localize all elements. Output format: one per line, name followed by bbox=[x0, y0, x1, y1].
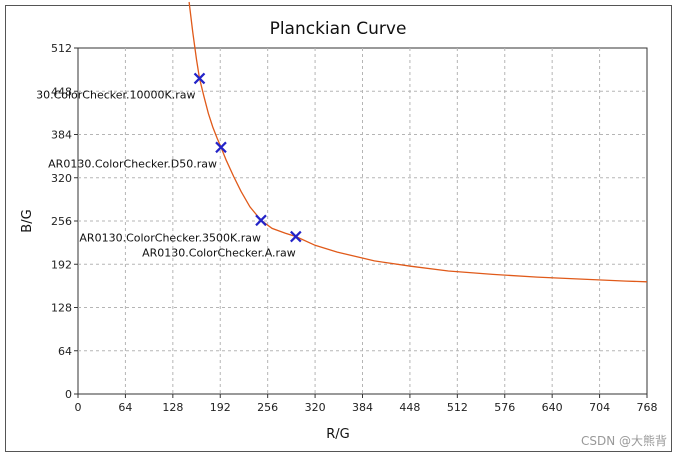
y-tick-label: 256 bbox=[51, 215, 72, 228]
y-tick-label: 512 bbox=[51, 42, 72, 55]
marker-stroke bbox=[215, 141, 227, 154]
data-point-label: 30.ColorChecker.10000K.raw bbox=[36, 88, 195, 101]
y-tick-label: 320 bbox=[51, 172, 72, 185]
chart-title: Planckian Curve bbox=[270, 19, 407, 39]
points-group: 30.ColorChecker.10000K.raw AR0130.ColorCh… bbox=[36, 72, 302, 260]
marker-stroke bbox=[290, 230, 302, 243]
x-tick-label: 64 bbox=[118, 401, 132, 414]
x-tick-label: 704 bbox=[589, 401, 610, 414]
x-tick-label: 448 bbox=[399, 401, 420, 414]
grid bbox=[78, 48, 647, 394]
y-axis-label: B/G bbox=[20, 209, 35, 232]
marker-stroke bbox=[193, 72, 206, 85]
data-point: AR0130.ColorChecker.D50.raw bbox=[48, 141, 227, 170]
x-tick-label: 128 bbox=[162, 401, 183, 414]
y-tick-label: 448 bbox=[51, 85, 72, 98]
chart-frame bbox=[5, 5, 672, 452]
marker-stroke bbox=[255, 214, 267, 227]
data-point-label: AR0130.ColorChecker.A.raw bbox=[142, 247, 296, 260]
y-tick-label: 0 bbox=[65, 388, 72, 401]
x-tick-label: 512 bbox=[447, 401, 468, 414]
y-tick-label: 192 bbox=[51, 258, 72, 271]
x-tick-label: 256 bbox=[257, 401, 278, 414]
data-point: AR0130.ColorChecker.A.raw bbox=[142, 230, 302, 260]
x-tick-label: 768 bbox=[637, 401, 658, 414]
x-tick-label: 320 bbox=[305, 401, 326, 414]
x-axis-label: R/G bbox=[326, 427, 350, 442]
watermark: CSDN @大熊背 bbox=[580, 434, 667, 448]
data-point: AR0130.ColorChecker.3500K.raw bbox=[79, 214, 267, 244]
x-tick-label: 0 bbox=[75, 401, 82, 414]
y-tick-label: 128 bbox=[51, 302, 72, 315]
x-tick-label: 576 bbox=[494, 401, 515, 414]
data-point: 30.ColorChecker.10000K.raw bbox=[36, 72, 206, 101]
data-point-label: AR0130.ColorChecker.3500K.raw bbox=[79, 231, 261, 244]
x-tick-label: 384 bbox=[352, 401, 373, 414]
x-tick-label: 640 bbox=[542, 401, 563, 414]
x-tick-label: 192 bbox=[210, 401, 231, 414]
x-axis-ticks: 0 64 128 192 256 320 384 448 512 576 640 704 768 bbox=[75, 394, 658, 414]
y-tick-label: 64 bbox=[58, 345, 72, 358]
data-point-label: AR0130.ColorChecker.D50.raw bbox=[48, 157, 217, 170]
y-axis-ticks: 0 64 128 192 256 320 384 448 512 bbox=[51, 42, 78, 401]
y-tick-label: 384 bbox=[51, 129, 72, 142]
